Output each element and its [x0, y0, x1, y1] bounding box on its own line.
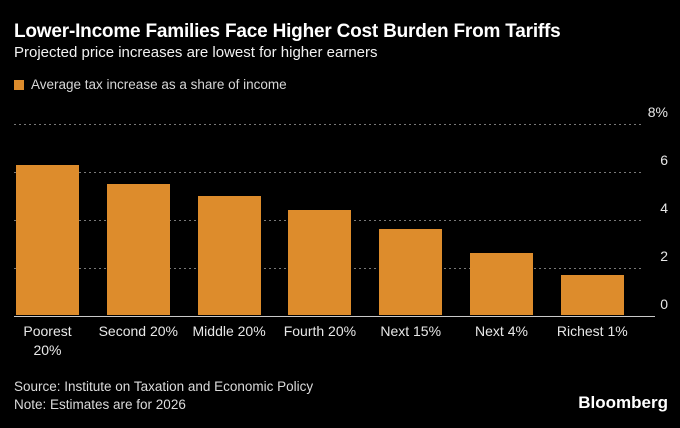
x-tick-label-line: Second 20% [98, 322, 178, 339]
bar [106, 183, 170, 316]
y-tick-label: 2 [660, 247, 668, 264]
x-tick-label: Fourth 20% [265, 322, 375, 341]
gridline [14, 123, 642, 125]
legend-label: Average tax increase as a share of incom… [31, 77, 287, 92]
note-text: Note: Estimates are for 2026 [14, 397, 186, 412]
x-axis-baseline [14, 315, 655, 317]
x-tick-label: Second 20% [83, 322, 193, 341]
y-tick-label: 0 [660, 295, 668, 312]
x-tick-label-line: Next 4% [475, 322, 528, 339]
x-tick-label: Next 4% [447, 322, 557, 341]
legend-swatch-icon [14, 79, 24, 90]
bloomberg-logo: Bloomberg [578, 393, 668, 412]
chart-title: Lower-Income Families Face Higher Cost B… [14, 21, 561, 42]
bar [560, 274, 624, 316]
bar [288, 210, 352, 316]
bar [16, 164, 79, 316]
bar [197, 195, 261, 316]
x-tick-label-line: 20% [33, 341, 62, 358]
x-tick-label-line: Poorest [23, 322, 72, 339]
x-tick-label: Poorest 20% [0, 322, 103, 360]
y-tick-label: 8% [647, 103, 668, 120]
bar [470, 253, 533, 316]
x-tick-label: Middle 20% [174, 322, 284, 341]
x-tick-label-line: Next 15% [380, 322, 442, 339]
chart-subtitle: Projected price increases are lowest for… [14, 44, 378, 61]
gridline [14, 171, 642, 173]
y-tick-label: 6 [660, 151, 668, 168]
legend: Average tax increase as a share of incom… [14, 77, 287, 92]
x-tick-label: Next 15% [356, 322, 466, 341]
bar [379, 229, 443, 316]
x-tick-label-line: Middle 20% [192, 322, 266, 339]
x-tick-label-line: Fourth 20% [283, 322, 357, 339]
source-text: Source: Institute on Taxation and Econom… [14, 379, 314, 394]
y-tick-label: 4 [660, 199, 668, 216]
x-tick-label-line: Richest 1% [556, 322, 628, 339]
x-tick-label: Richest 1% [537, 322, 647, 341]
